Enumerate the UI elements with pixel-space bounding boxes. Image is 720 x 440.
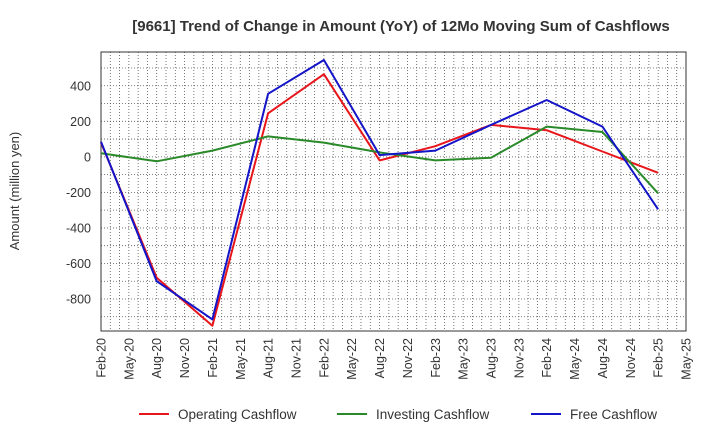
series-free-cashflow — [100, 59, 659, 321]
x-tick-label: Nov-22 — [401, 338, 415, 378]
chart-title: [9661] Trend of Change in Amount (YoY) o… — [132, 18, 670, 35]
y-tick-label: -400 — [66, 221, 91, 235]
x-tick-label: Feb-25 — [652, 338, 666, 378]
x-tick-label: Feb-24 — [540, 338, 554, 378]
x-tick-label: May-20 — [122, 338, 136, 380]
y-ticks: 400 200 0 -200 -400 -600 -800 — [66, 79, 91, 306]
grid — [100, 52, 687, 331]
legend-label: Investing Cashflow — [376, 407, 490, 422]
plot-border — [100, 51, 687, 332]
x-tick-label: Nov-21 — [290, 338, 304, 378]
legend-label: Operating Cashflow — [178, 407, 297, 422]
y-tick-label: 0 — [84, 150, 91, 164]
x-tick-label: May-22 — [345, 338, 359, 380]
x-tick-label: Aug-23 — [485, 338, 499, 378]
y-axis-label: Amount (million yen) — [7, 132, 22, 251]
series-operating-cashflow — [100, 73, 659, 327]
x-tick-label: Feb-22 — [317, 338, 331, 378]
x-tick-label: May-24 — [568, 338, 582, 380]
x-tick-label: May-23 — [457, 338, 471, 380]
y-tick-label: -600 — [66, 257, 91, 271]
y-tick-label: 200 — [70, 115, 91, 129]
x-tick-label: Aug-24 — [596, 338, 610, 378]
x-tick-label: Feb-20 — [95, 338, 109, 378]
x-tick-label: Aug-22 — [373, 338, 387, 378]
y-tick-label: 400 — [70, 79, 91, 93]
x-tick-label: Feb-21 — [206, 338, 220, 378]
x-tick-label: Aug-21 — [262, 338, 276, 378]
x-tick-label: Nov-24 — [624, 338, 638, 378]
x-ticks: Feb-20 May-20 Aug-20 Nov-20 Feb-21 May-21 Aug-… — [95, 338, 694, 380]
x-tick-label: May-25 — [680, 338, 694, 380]
x-tick-label: Feb-23 — [429, 338, 443, 378]
series-investing-cashflow — [100, 125, 659, 194]
y-tick-label: -200 — [66, 186, 91, 200]
x-tick-label: Aug-20 — [150, 338, 164, 378]
series-lines — [100, 59, 659, 327]
legend-label: Free Cashflow — [570, 407, 657, 422]
x-tick-label: May-21 — [234, 338, 248, 380]
legend: Operating Cashflow Investing Cashflow Free… — [139, 407, 657, 422]
y-tick-label: -800 — [66, 293, 91, 307]
x-tick-label: Nov-23 — [512, 338, 526, 378]
x-tick-label: Nov-20 — [178, 338, 192, 378]
plot-frame — [100, 51, 687, 332]
